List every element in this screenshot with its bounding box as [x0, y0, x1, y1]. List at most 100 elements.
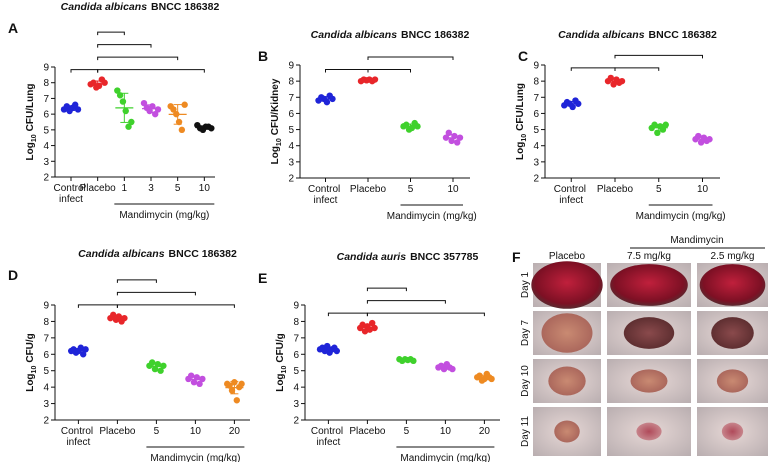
column-label: 7.5 mg/kg [627, 251, 671, 262]
x-tick-label: 10 [199, 183, 211, 194]
row-label: Day 1 [520, 272, 531, 299]
x-tick-label: 5 [154, 426, 160, 437]
y-label-base: Log [25, 142, 36, 160]
sig-bracket [570, 67, 616, 71]
sig-bracket [327, 312, 368, 317]
row-label: Day 10 [520, 365, 531, 397]
sig-bracket [97, 31, 125, 36]
y-tick-label: 7 [43, 333, 49, 344]
data-point [74, 106, 82, 113]
y-axis-label: Log10 CFU/g [275, 333, 288, 392]
panel-letter: D [8, 267, 18, 283]
y-tick-label: 7 [293, 333, 299, 344]
sig-bracket [367, 69, 411, 73]
data-point [651, 121, 658, 128]
y-tick-label: 2 [288, 174, 294, 185]
y-tick-label: 9 [533, 61, 539, 72]
data-point [114, 87, 121, 94]
y-tick-label: 6 [43, 110, 49, 121]
data-point [122, 107, 129, 115]
x-tick-label: Control infect [53, 183, 88, 205]
y-tick-label: 3 [43, 399, 49, 410]
y-tick-label: 6 [43, 350, 49, 361]
title-species: Candida albicans [78, 248, 165, 260]
y-tick-label: 9 [288, 61, 294, 72]
y-tick-label: 5 [288, 125, 294, 136]
x-tick-label: Placebo [350, 184, 387, 195]
x-tick-label: Placebo [99, 426, 136, 437]
y-axis-label: Log10 CFU/Lung [515, 83, 528, 160]
x-tick-label: Control infect [554, 184, 589, 206]
wound [721, 422, 744, 441]
y-tick-label: 6 [533, 109, 539, 120]
y-label-sub: 10 [521, 134, 528, 142]
y-tick-label: 2 [293, 416, 299, 427]
data-point [77, 344, 85, 351]
y-label-sub: 10 [281, 366, 288, 374]
chart-title: Candida albicans BNCC 186382 [311, 29, 470, 41]
y-tick-label: 8 [293, 317, 299, 328]
data-point [607, 74, 614, 82]
y-tick-label: 4 [293, 383, 299, 394]
y-label-base: Log [270, 146, 281, 164]
chart-title: Candida auris BNCC 357785 [337, 251, 479, 263]
panel-letter: E [258, 270, 267, 286]
y-label-sub: 10 [31, 366, 38, 374]
y-label-base: Log [275, 373, 286, 391]
x-tick-label: Control infect [311, 426, 346, 448]
wound [711, 317, 754, 349]
wound [541, 313, 593, 353]
data-point [119, 98, 127, 105]
column-label: Placebo [549, 251, 586, 262]
sig-bracket [97, 56, 179, 61]
data-point [188, 372, 195, 379]
title-species: Candida albicans [558, 29, 645, 41]
y-tick-label: 5 [43, 125, 49, 136]
data-point [181, 101, 188, 108]
x-tick-label: Control infect [308, 184, 343, 206]
data-point [233, 397, 240, 404]
y-tick-label: 3 [43, 157, 49, 168]
group-label: Mandimycin (mg/kg) [119, 210, 209, 221]
y-tick-label: 7 [288, 93, 294, 104]
sig-bracket [614, 67, 660, 71]
data-point [140, 99, 148, 107]
chart-title: Candida albicans BNCC 186382 [78, 248, 237, 260]
y-tick-label: 9 [293, 301, 299, 312]
data-point [178, 126, 186, 134]
x-tick-label: 10 [440, 426, 452, 437]
x-tick-label: 10 [447, 184, 459, 195]
x-tick-label: Placebo [597, 184, 634, 195]
y-label-unit: CFU/Lung [515, 83, 526, 131]
sig-bracket [77, 304, 118, 308]
group-label: Mandimycin (mg/kg) [387, 211, 477, 222]
data-point [488, 375, 495, 383]
y-tick-label: 2 [43, 173, 49, 184]
title-strain: BNCC 186382 [151, 1, 219, 13]
x-tick-label: 5 [408, 184, 414, 195]
y-tick-label: 4 [43, 141, 49, 152]
row-label: Day 11 [520, 416, 531, 447]
x-tick-label: 20 [229, 426, 241, 437]
data-point [125, 123, 132, 130]
data-point [82, 346, 89, 353]
data-point [371, 324, 378, 332]
wound [610, 264, 688, 306]
wound [636, 422, 662, 441]
group-label: Mandimycin (mg/kg) [400, 453, 490, 462]
sig-bracket [70, 69, 99, 73]
title-species: Candida auris [337, 251, 407, 263]
y-tick-label: 3 [293, 399, 299, 410]
title-species: Candida albicans [311, 29, 398, 41]
x-tick-label: 10 [697, 184, 709, 195]
title-strain: BNCC 186382 [649, 29, 717, 41]
sig-bracket [366, 287, 407, 292]
title-strain: BNCC 186382 [401, 29, 469, 41]
sig-bracket [116, 279, 157, 283]
y-tick-label: 3 [288, 157, 294, 168]
data-point [445, 129, 452, 136]
title-species: Candida albicans [61, 1, 148, 13]
wound [623, 317, 675, 349]
sig-bracket [366, 312, 485, 317]
